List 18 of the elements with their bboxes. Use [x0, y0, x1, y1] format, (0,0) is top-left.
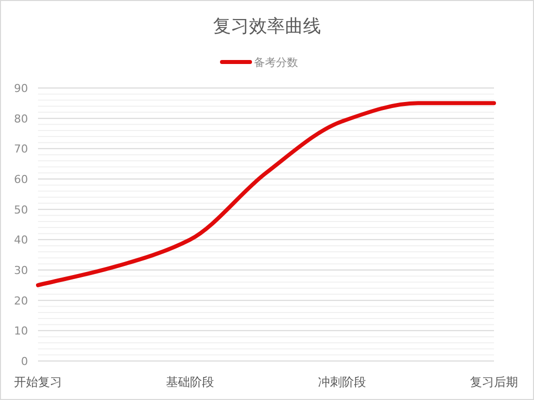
x-tick-label: 基础阶段: [166, 375, 214, 389]
line-series: [36, 101, 496, 288]
x-tick-label: 开始复习: [14, 375, 62, 389]
chart-title: 复习效率曲线: [213, 16, 321, 37]
y-tick-label: 80: [14, 112, 28, 126]
y-tick-label: 60: [14, 173, 28, 186]
x-tick-label: 冲刺阶段: [318, 375, 366, 389]
legend: 备考分数: [220, 56, 298, 69]
y-tick-label: 40: [14, 234, 28, 247]
x-tick-label: 复习后期: [470, 375, 518, 389]
y-tick-label: 50: [14, 203, 28, 216]
y-tick-label: 30: [14, 264, 28, 277]
y-tick-label: 90: [14, 82, 28, 95]
y-tick-label: 20: [14, 294, 28, 308]
legend-label: 备考分数: [254, 56, 298, 69]
y-tick-label: 0: [21, 355, 28, 368]
y-tick-label: 70: [14, 142, 28, 156]
y-tick-label: 10: [14, 324, 28, 338]
